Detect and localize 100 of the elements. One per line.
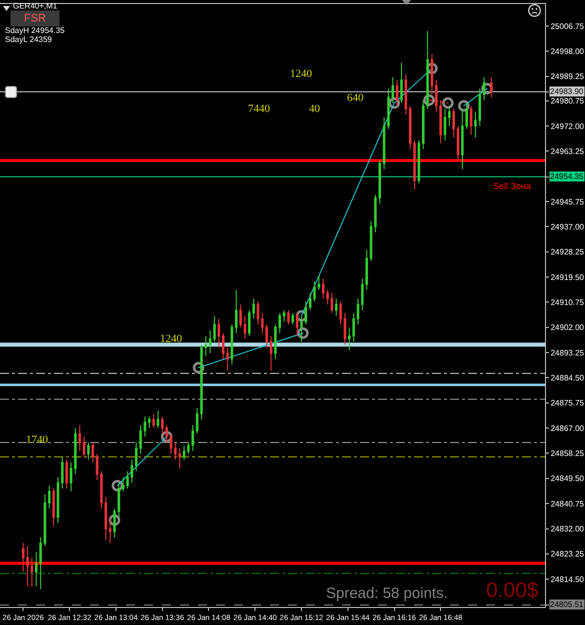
candlestick <box>178 448 181 469</box>
candlestick <box>65 459 68 489</box>
y-tick-label: 24963.25 <box>550 146 585 156</box>
annotation: 1240 <box>290 68 312 80</box>
annotation: Spread: 58 points. <box>326 585 448 602</box>
candlestick <box>322 278 324 300</box>
y-tick-label: 25006.75 <box>550 22 585 31</box>
candlestick <box>274 324 277 360</box>
y-tick-label: 24928.25 <box>550 248 585 257</box>
candlestick <box>134 442 138 472</box>
y-tick-label: 24980.75 <box>550 96 585 106</box>
candlestick <box>222 332 224 360</box>
y-tick-label: 24814.50 <box>550 574 585 584</box>
candlestick <box>204 336 208 357</box>
candlestick <box>396 79 398 106</box>
candlestick <box>296 312 298 336</box>
candlestick <box>470 105 472 136</box>
candlestick <box>213 315 216 342</box>
candlestick <box>52 488 55 526</box>
candlestick <box>426 30 429 110</box>
point <box>442 97 454 109</box>
candlestick <box>22 542 24 572</box>
candlestick <box>165 424 168 443</box>
candlestick <box>78 424 81 452</box>
candlestick <box>400 62 403 104</box>
candlestick <box>182 444 186 460</box>
candlestick <box>104 496 108 541</box>
candlestick <box>482 76 486 101</box>
y-tick-label: 24937.00 <box>550 222 585 232</box>
y-tick-label: 24945.75 <box>550 197 585 206</box>
candlestick <box>352 312 355 342</box>
candlestick <box>348 326 351 351</box>
candlestick <box>292 312 294 325</box>
y-tick-label: 24805.51 <box>550 600 584 609</box>
point <box>160 430 172 442</box>
candlestick <box>92 442 94 464</box>
candlestick <box>439 100 442 144</box>
candlestick <box>287 310 290 325</box>
candlestick <box>278 312 282 334</box>
candlestick <box>161 416 164 434</box>
candlestick <box>404 74 408 115</box>
annotation: SdayH 24954.35 <box>5 26 66 35</box>
point <box>481 82 493 94</box>
candlestick <box>192 424 194 452</box>
y-tick-label: 24867.00 <box>550 424 585 433</box>
candlestick <box>330 292 334 314</box>
annotation: 1740 <box>26 434 48 446</box>
candlestick <box>452 108 455 138</box>
y-tick-label: 24832.00 <box>550 524 585 534</box>
candlestick <box>392 76 394 104</box>
candlestick <box>430 54 434 95</box>
candlestick <box>308 292 312 311</box>
candlestick <box>56 476 60 524</box>
candlestick <box>218 318 220 348</box>
candlestick <box>413 140 416 190</box>
candlestick <box>156 410 160 429</box>
annotation: 7440 <box>248 103 270 115</box>
candlestick <box>34 551 38 587</box>
annotation: 640 <box>347 92 364 104</box>
candlestick <box>365 249 368 290</box>
y-tick-label: 24989.25 <box>550 72 585 82</box>
point <box>296 310 308 322</box>
candlestick <box>418 140 420 184</box>
candlestick <box>148 416 151 429</box>
candlestick <box>208 330 212 354</box>
y-tick-label: 24884.50 <box>550 374 585 383</box>
candlestick <box>456 125 460 161</box>
point <box>297 327 309 339</box>
candlestick <box>282 310 286 322</box>
candlestick <box>265 324 268 348</box>
y-tick-label: 24954.35 <box>550 172 584 181</box>
candlestick <box>490 76 493 98</box>
annotation: FSR <box>24 12 46 24</box>
candlestick <box>474 111 477 138</box>
annotation: SdayL 24359 <box>5 35 52 44</box>
candlestick <box>108 516 112 544</box>
y-tick-label: 24902.00 <box>550 323 585 332</box>
y-tick-label: 24998.00 <box>550 46 585 56</box>
y-tick-label: 24972.00 <box>550 122 585 131</box>
candlestick <box>248 310 251 336</box>
y-tick-label: 24875.75 <box>550 398 585 408</box>
candlestick <box>335 298 338 316</box>
y-tick-label: 24840.75 <box>550 499 585 508</box>
y-tick-label: 24919.50 <box>550 272 585 282</box>
candlestick <box>408 105 412 150</box>
chart-title: GER40+,M1 <box>13 2 58 11</box>
candlestick <box>378 160 382 204</box>
candlestick <box>465 102 468 130</box>
ref-line-label: Sell Зона <box>493 181 531 191</box>
y-tick-label: 24983.90 <box>550 87 584 96</box>
candlestick <box>235 289 238 334</box>
candlestick <box>82 436 86 458</box>
y-tick-label: 24910.75 <box>550 298 585 307</box>
candlestick <box>270 336 272 372</box>
candlestick <box>61 456 64 489</box>
y-tick-label: 24849.50 <box>550 474 585 484</box>
annotation: 1240 <box>160 333 182 345</box>
candlestick <box>461 108 464 170</box>
annotation: 40 <box>309 103 320 115</box>
candlestick <box>152 413 155 429</box>
